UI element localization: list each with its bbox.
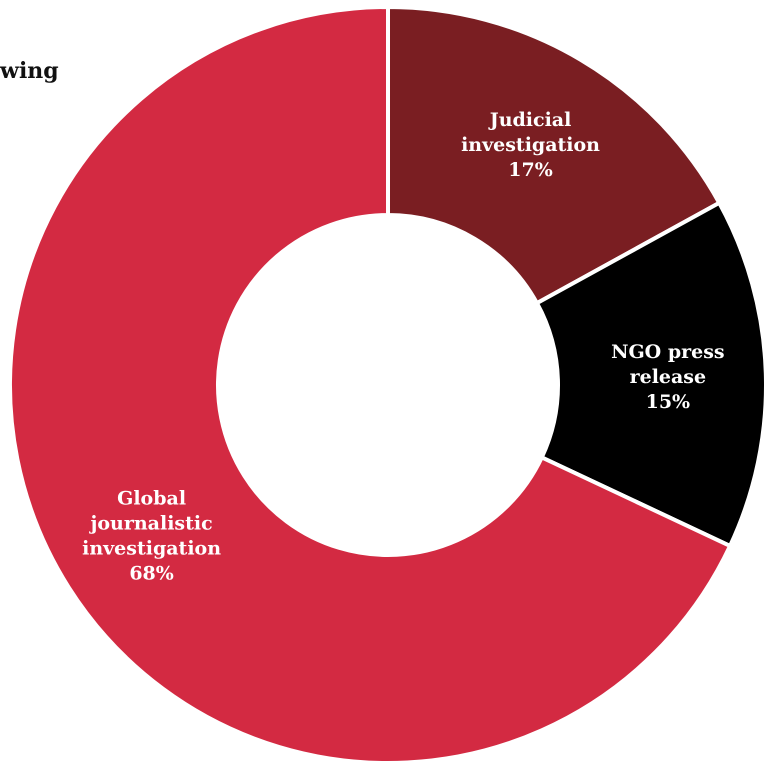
slice-category-label: release xyxy=(630,366,707,388)
slice-value-label: 68% xyxy=(129,563,174,585)
slice-judicial-investigation xyxy=(386,5,722,306)
slice-category-label: NGO press xyxy=(611,341,725,363)
slice-category-label: investigation xyxy=(461,134,600,156)
slice-value-label: 15% xyxy=(646,391,691,413)
slice-ngo-press-release xyxy=(534,200,766,548)
slice-category-label: journalistic xyxy=(88,513,212,535)
slice-category-label: Global xyxy=(117,488,186,510)
donut-slices xyxy=(8,5,766,763)
slice-global-journalistic-investigation xyxy=(8,5,733,763)
slice-category-label: investigation xyxy=(82,538,221,560)
slice-category-label: Judicial xyxy=(488,109,572,131)
donut-labels: Judicial investigation 17% NGO press release… xyxy=(82,109,725,585)
label-ngo-press-release: NGO press release 15% xyxy=(611,341,725,413)
slice-value-label: 17% xyxy=(508,159,553,181)
label-global-journalistic-investigation: Global journalistic investigation 68% xyxy=(82,488,221,585)
chart-title-fragment: wing xyxy=(0,58,59,84)
label-judicial-investigation: Judicial investigation 17% xyxy=(461,109,600,181)
